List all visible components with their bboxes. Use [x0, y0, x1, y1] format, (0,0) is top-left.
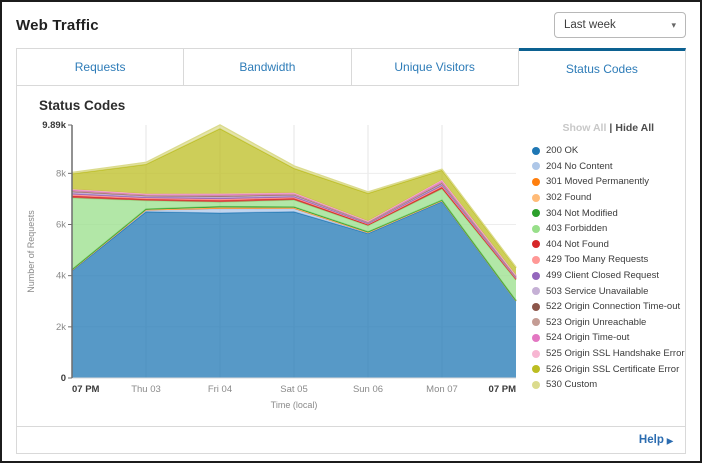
show-all-button[interactable]: Show All: [562, 122, 607, 134]
legend-item-label: 522 Origin Connection Time-out: [546, 301, 681, 313]
legend-item-label: 525 Origin SSL Handshake Error: [546, 348, 685, 360]
legend-item-204[interactable]: 204 No Content: [532, 159, 685, 175]
time-period-dropdown[interactable]: Last week ▾: [554, 12, 686, 38]
legend-item-label: 304 Not Modified: [546, 207, 618, 219]
legend-item-526[interactable]: 526 Origin SSL Certificate Error: [532, 361, 685, 377]
legend-item-522[interactable]: 522 Origin Connection Time-out: [532, 299, 685, 315]
y-tick-label: 0: [61, 373, 66, 384]
legend: Show All | Hide All 200 OK 204 No Content 30…: [530, 94, 685, 426]
x-tick-label: Sun 06: [353, 384, 383, 395]
legend-color-dot: [532, 380, 540, 389]
x-tick-label: Sat 05: [280, 384, 307, 395]
x-tick-label: Fri 04: [208, 384, 232, 395]
x-tick-label: 07 PM: [489, 384, 517, 395]
legend-color-dot: [532, 365, 540, 374]
legend-item-label: 523 Origin Unreachable: [546, 316, 647, 328]
legend-item-200[interactable]: 200 OK: [532, 143, 685, 159]
help-arrow-icon: ▶: [666, 436, 673, 445]
legend-color-dot: [532, 193, 540, 202]
legend-item-label: 204 No Content: [546, 160, 613, 172]
card-content: Status Codes 0 2k 4k 6k 8k 9.89k 07 PM Thu 03 Fr…: [17, 86, 685, 426]
chart-column: Status Codes 0 2k 4k 6k 8k 9.89k 07 PM Thu 03 Fr…: [25, 94, 530, 426]
legend-color-dot: [532, 302, 540, 311]
legend-item-523[interactable]: 523 Origin Unreachable: [532, 315, 685, 331]
status-codes-stacked-area-chart[interactable]: 0 2k 4k 6k 8k 9.89k 07 PM Thu 03 Fri 04 Sat 05 Sun…: [25, 115, 530, 420]
y-tick-label: 6k: [56, 220, 66, 231]
legend-color-dot: [532, 224, 540, 233]
legend-item-label: 302 Found: [546, 192, 592, 204]
legend-color-dot: [532, 271, 540, 280]
area-200[interactable]: [72, 201, 516, 378]
legend-separator: |: [609, 122, 613, 134]
legend-item-404[interactable]: 404 Not Found: [532, 237, 685, 253]
x-tick-label: Thu 03: [131, 384, 161, 395]
legend-controls: Show All | Hide All: [532, 122, 685, 134]
legend-item-label: 530 Custom: [546, 379, 598, 391]
legend-item-503[interactable]: 503 Service Unavailable: [532, 283, 685, 299]
legend-color-dot: [532, 209, 540, 218]
help-label: Help: [638, 434, 664, 446]
chart-svg[interactable]: 0 2k 4k 6k 8k 9.89k 07 PM Thu 03 Fri 04 Sat 05 Sun…: [25, 115, 530, 415]
legend-item-304[interactable]: 304 Not Modified: [532, 205, 685, 221]
legend-list: 200 OK 204 No Content 301 Moved Permanentl…: [532, 143, 685, 393]
legend-item-label: 524 Origin Time-out: [546, 332, 630, 344]
chevron-down-icon: ▾: [671, 19, 676, 30]
legend-color-dot: [532, 240, 540, 249]
y-tick-label: 4k: [56, 271, 66, 282]
legend-item-403[interactable]: 403 Forbidden: [532, 221, 685, 237]
legend-color-dot: [532, 287, 540, 296]
legend-color-dot: [532, 333, 540, 342]
legend-item-525[interactable]: 525 Origin SSL Handshake Error: [532, 346, 685, 362]
page-title: Web Traffic: [16, 16, 99, 34]
card-footer: Help ▶: [17, 426, 685, 453]
legend-color-dot: [532, 255, 540, 264]
y-tick-label: 2k: [56, 322, 66, 333]
legend-color-dot: [532, 162, 540, 171]
tab-bandwidth[interactable]: Bandwidth: [184, 48, 352, 86]
legend-item-530[interactable]: 530 Custom: [532, 377, 685, 393]
hide-all-button[interactable]: Hide All: [615, 122, 655, 134]
legend-item-302[interactable]: 302 Found: [532, 190, 685, 206]
legend-item-label: 301 Moved Permanently: [546, 176, 649, 188]
y-tick-label: 9.89k: [42, 120, 66, 131]
legend-item-label: 429 Too Many Requests: [546, 254, 649, 266]
area-top-line-530: [71, 124, 517, 268]
y-tick-label: 8k: [56, 168, 66, 179]
chart-title: Status Codes: [39, 98, 126, 113]
legend-item-429[interactable]: 429 Too Many Requests: [532, 252, 685, 268]
tab-bar: Requests Bandwidth Unique Visitors Statu…: [16, 48, 686, 86]
tab-unique-visitors[interactable]: Unique Visitors: [351, 48, 519, 86]
legend-color-dot: [532, 146, 540, 155]
legend-item-label: 404 Not Found: [546, 238, 609, 250]
legend-item-label: 403 Forbidden: [546, 223, 608, 235]
legend-item-499[interactable]: 499 Client Closed Request: [532, 268, 685, 284]
legend-item-524[interactable]: 524 Origin Time-out: [532, 330, 685, 346]
help-link[interactable]: Help ▶: [639, 434, 673, 446]
tab-status-codes[interactable]: Status Codes: [518, 48, 686, 86]
legend-color-dot: [532, 349, 540, 358]
x-axis-title: Time (local): [271, 400, 318, 410]
tab-requests[interactable]: Requests: [16, 48, 185, 86]
x-tick-label: Mon 07: [426, 384, 458, 395]
header: Web Traffic Last week ▾: [2, 2, 700, 48]
legend-color-dot: [532, 177, 540, 186]
area-526[interactable]: [72, 128, 516, 276]
legend-item-label: 200 OK: [546, 145, 579, 157]
x-tick-label: 07 PM: [72, 384, 100, 395]
time-period-value: Last week: [564, 19, 616, 31]
y-axis-title: Number of Requests: [26, 210, 36, 293]
legend-item-label: 503 Service Unavailable: [546, 285, 649, 297]
legend-item-301[interactable]: 301 Moved Permanently: [532, 174, 685, 190]
legend-color-dot: [532, 318, 540, 327]
legend-item-label: 526 Origin SSL Certificate Error: [546, 363, 680, 375]
legend-item-label: 499 Client Closed Request: [546, 270, 660, 282]
status-codes-card: Status Codes 0 2k 4k 6k 8k 9.89k 07 PM Thu 03 Fr…: [16, 86, 686, 454]
